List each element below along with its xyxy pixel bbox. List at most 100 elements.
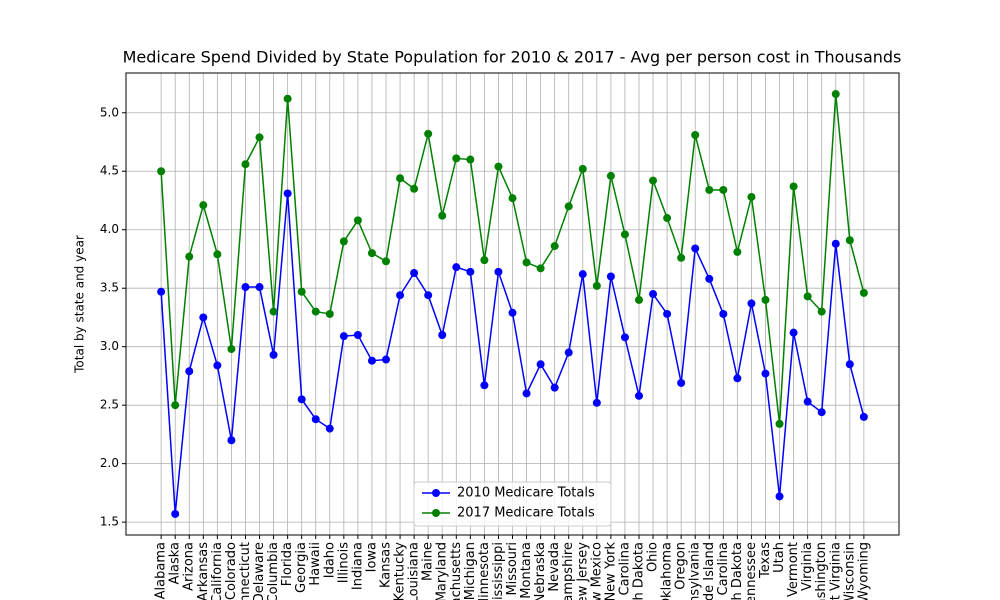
x-tick-label: Utah	[772, 542, 787, 573]
x-tick-label: Texas	[758, 542, 773, 579]
point	[859, 288, 868, 297]
point	[649, 176, 658, 185]
point	[677, 253, 686, 262]
point	[578, 270, 587, 279]
x-tick-label: Alaska	[168, 542, 183, 585]
point	[592, 281, 601, 290]
x-tick-label: Rhode Island	[702, 542, 717, 600]
x-tick-label: Wisconsin	[842, 542, 857, 600]
point	[367, 356, 376, 365]
point	[396, 291, 405, 300]
x-tick-label: Washington	[814, 542, 829, 600]
point	[606, 171, 615, 180]
point	[283, 189, 292, 198]
point	[719, 309, 728, 318]
x-tick-label: Louisiana	[407, 542, 422, 600]
point	[691, 244, 700, 253]
point	[845, 360, 854, 369]
x-tick-label: Pennsylvania	[688, 542, 703, 600]
point	[269, 307, 278, 316]
point	[227, 436, 236, 445]
point	[325, 309, 334, 318]
point	[691, 130, 700, 139]
y-tick-label: 4.5	[100, 164, 119, 178]
point	[578, 164, 587, 173]
point	[367, 249, 376, 258]
point	[859, 412, 868, 421]
x-tick-label: Oregon	[674, 542, 689, 590]
point	[649, 290, 658, 299]
x-tick-label: Ohio	[646, 542, 661, 572]
x-tick-label: Missouri	[505, 542, 520, 596]
x-tick-label: Iowa	[364, 542, 379, 572]
x-tick-label: Florida	[280, 542, 295, 586]
point	[775, 492, 784, 501]
point	[227, 345, 236, 354]
point	[592, 398, 601, 407]
point	[199, 313, 208, 322]
x-tick-label: South Dakota	[730, 542, 745, 600]
x-tick-label: South Carolina	[716, 542, 731, 600]
point	[157, 167, 166, 176]
x-tick-label: West Virginia	[828, 542, 843, 600]
point	[255, 133, 264, 142]
x-tick-label: Maryland	[435, 542, 450, 600]
y-tick-label: 3.0	[100, 339, 119, 353]
legend-marker	[432, 509, 440, 517]
x-tick-label: Arizona	[182, 542, 197, 591]
point	[789, 328, 798, 337]
point	[382, 257, 391, 266]
x-tick-label: Mississippi	[491, 542, 506, 600]
point	[803, 397, 812, 406]
point	[283, 94, 292, 103]
x-tick-label: Arkansas	[196, 542, 211, 600]
point	[396, 174, 405, 183]
y-tick-label: 1.5	[100, 515, 119, 529]
x-tick-label: Tennessee	[744, 542, 759, 600]
y-axis-label: Total by state and year	[73, 235, 87, 374]
x-tick-label: New York	[603, 542, 618, 600]
point	[297, 395, 306, 404]
x-tick-label: North Dakota	[631, 542, 646, 600]
point	[213, 250, 222, 259]
x-tick-label: Indiana	[350, 542, 365, 590]
x-tick-label: Michigan	[463, 542, 478, 600]
point	[452, 263, 461, 272]
point	[424, 291, 433, 300]
point	[620, 333, 629, 342]
point	[536, 360, 545, 369]
x-tick-label: New Mexico	[589, 542, 604, 600]
x-tick-label: Nevada	[547, 542, 562, 592]
point	[480, 256, 489, 265]
legend-box	[413, 481, 612, 527]
point	[339, 332, 348, 341]
point	[747, 299, 756, 308]
point	[157, 287, 166, 296]
point	[705, 185, 714, 194]
point	[241, 283, 250, 292]
point	[817, 408, 826, 417]
y-tick-label: 2.5	[100, 398, 119, 412]
x-tick-label: Nebraska	[533, 542, 548, 600]
point	[424, 129, 433, 138]
point	[353, 330, 362, 339]
point	[564, 348, 573, 357]
x-tick-label: Hawaii	[308, 542, 323, 586]
point	[452, 154, 461, 163]
x-tick-label: Montana	[519, 542, 534, 599]
x-tick-label: Alabama	[154, 542, 169, 599]
legend-label: 2017 Medicare Totals	[457, 506, 595, 521]
point	[466, 155, 475, 164]
plot-frame	[125, 72, 900, 536]
point	[536, 264, 545, 273]
point	[831, 90, 840, 99]
point	[339, 237, 348, 246]
x-tick-label: Kansas	[379, 542, 394, 588]
x-tick-label: New Jersey	[575, 542, 590, 600]
legend-marker	[432, 489, 440, 497]
x-tick-label: New Hampshire	[561, 542, 576, 600]
point	[761, 369, 770, 378]
point	[311, 307, 320, 316]
x-tick-label: District of Columbia	[266, 542, 281, 600]
point	[466, 267, 475, 276]
